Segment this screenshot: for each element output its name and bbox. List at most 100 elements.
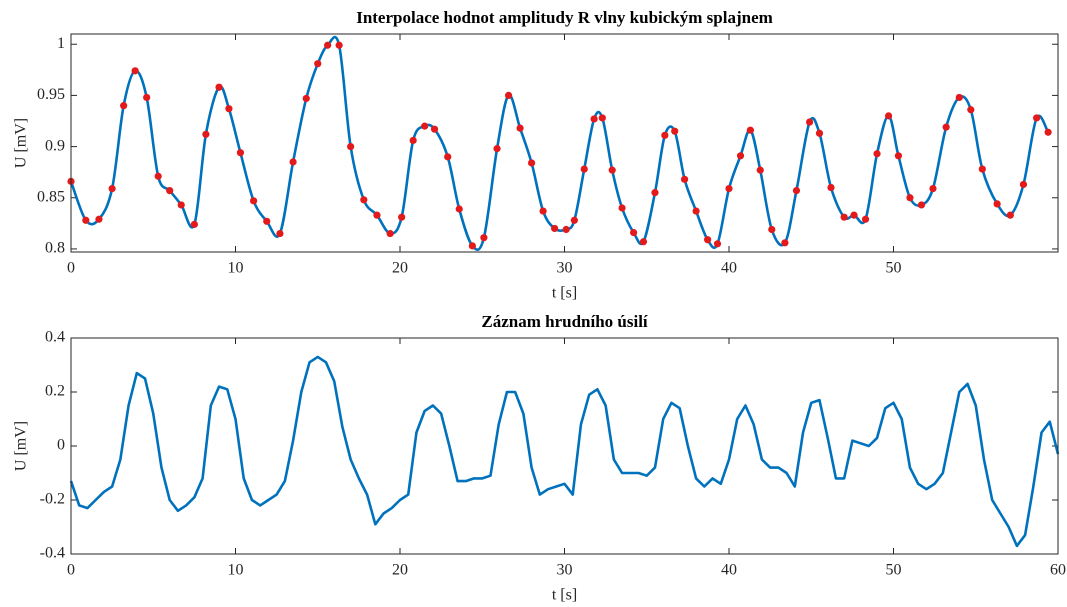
y-tick-label: 0 xyxy=(57,437,65,454)
data-point xyxy=(154,172,162,180)
x-tick-label: 40 xyxy=(721,562,737,579)
data-point xyxy=(861,215,870,223)
axes-box xyxy=(70,337,1059,555)
data-point xyxy=(580,165,588,173)
data-point xyxy=(629,228,638,237)
data-point xyxy=(704,236,712,244)
data-point xyxy=(302,94,310,103)
data-point xyxy=(756,166,764,174)
data-point xyxy=(768,225,776,234)
x-tick-label: 0 xyxy=(67,562,75,579)
data-point xyxy=(598,114,606,122)
data-point xyxy=(1044,128,1052,136)
data-point xyxy=(884,112,893,120)
data-point xyxy=(166,186,174,195)
y-tick-label: 0.4 xyxy=(45,329,65,346)
data-point xyxy=(360,196,368,204)
data-point xyxy=(955,93,963,102)
x-tick-label: 10 xyxy=(228,260,244,277)
data-line xyxy=(69,35,1050,251)
data-point xyxy=(324,41,332,49)
data-point xyxy=(671,127,679,135)
data-point xyxy=(894,152,903,160)
data-point xyxy=(493,145,501,153)
data-point xyxy=(480,234,488,242)
data-point xyxy=(978,165,986,173)
data-point xyxy=(608,166,616,174)
data-point xyxy=(190,220,198,228)
chart-title: Interpolace hodnot amplitudy R vlny kubi… xyxy=(356,8,773,27)
data-point xyxy=(906,194,914,202)
chart-title: Záznam hrudního úsilí xyxy=(481,312,648,331)
x-tick-label: 50 xyxy=(886,260,902,277)
y-tick-label: 1 xyxy=(57,35,65,52)
data-point xyxy=(528,159,536,167)
data-point xyxy=(850,211,858,219)
x-tick-label: 30 xyxy=(557,562,573,579)
x-tick-label: 30 xyxy=(557,260,573,277)
data-point xyxy=(95,215,103,223)
data-point xyxy=(840,213,848,221)
data-point xyxy=(781,239,789,247)
data-point xyxy=(1006,211,1014,219)
data-point xyxy=(335,41,343,49)
data-point xyxy=(215,83,223,91)
data-point xyxy=(82,216,90,224)
data-point xyxy=(929,184,937,193)
data-point xyxy=(276,229,284,238)
data-point xyxy=(398,213,406,221)
data-point xyxy=(177,201,185,209)
data-point xyxy=(249,197,258,205)
y-axis-label: U [mV] xyxy=(13,421,30,471)
data-point xyxy=(455,205,463,213)
data-line xyxy=(69,355,1060,548)
data-point xyxy=(263,217,271,225)
data-point xyxy=(806,118,814,126)
x-tick-label: 40 xyxy=(721,260,737,277)
y-tick-label: 0.8 xyxy=(45,240,65,257)
data-point xyxy=(202,130,210,138)
data-point xyxy=(917,201,926,209)
data-point xyxy=(504,91,513,100)
data-point xyxy=(120,102,128,110)
data-point xyxy=(651,189,659,197)
data-point xyxy=(1019,180,1028,189)
data-point xyxy=(815,129,824,137)
data-point xyxy=(1033,114,1041,122)
x-tick-label: 20 xyxy=(392,260,408,277)
data-point xyxy=(942,123,950,131)
y-tick-label: 0.95 xyxy=(37,86,65,103)
data-point xyxy=(746,126,754,134)
data-point xyxy=(108,184,116,193)
data-point xyxy=(421,122,429,130)
x-tick-label: 20 xyxy=(392,562,408,579)
x-axis-label: t [s] xyxy=(552,285,577,302)
data-point xyxy=(993,200,1001,208)
data-point xyxy=(516,124,524,132)
data-point xyxy=(736,152,745,160)
data-point xyxy=(468,242,476,250)
data-point xyxy=(409,136,417,145)
data-point xyxy=(792,186,801,195)
data-point xyxy=(639,238,648,246)
data-point xyxy=(236,149,245,157)
data-point xyxy=(314,60,322,68)
data-point xyxy=(725,184,733,193)
data-point xyxy=(570,216,578,224)
x-tick-label: 50 xyxy=(886,562,902,579)
data-point xyxy=(430,125,439,133)
data-point xyxy=(289,158,297,166)
axes-box xyxy=(70,33,1059,253)
data-point xyxy=(590,115,598,123)
data-point xyxy=(967,106,975,114)
data-point xyxy=(225,105,233,113)
x-tick-label: 10 xyxy=(228,562,244,579)
y-tick-label: -0.2 xyxy=(40,491,65,508)
data-point xyxy=(347,142,355,151)
data-point xyxy=(131,67,139,75)
x-tick-label: 0 xyxy=(67,260,75,277)
data-point xyxy=(539,207,547,215)
data-point xyxy=(143,93,151,102)
y-tick-label: 0.85 xyxy=(37,188,65,205)
